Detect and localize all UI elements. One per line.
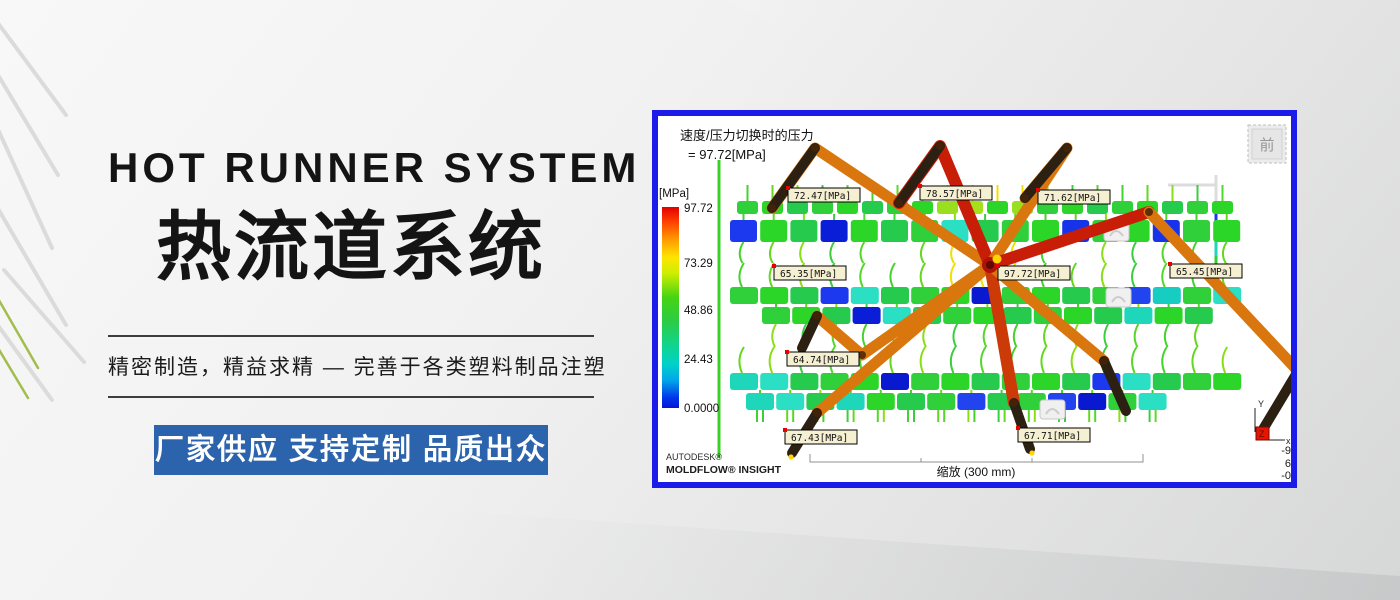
legend-tick: 0.0000 — [684, 403, 719, 415]
brand-autodesk: AUTODESK® — [666, 452, 722, 462]
svg-text:72.47[MPa]: 72.47[MPa] — [794, 191, 851, 202]
svg-text:65.35[MPa]: 65.35[MPa] — [780, 269, 837, 280]
pressure-probe-label: 78.57[MPa] — [918, 184, 993, 201]
pressure-probe-label: 64.74[MPa] — [785, 350, 860, 367]
edge-number: -0 — [1281, 470, 1291, 482]
svg-text:67.43[MPa]: 67.43[MPa] — [791, 433, 848, 444]
palm-leaf-decoration — [0, 22, 86, 402]
pressure-probe-label: 71.62[MPa] — [1036, 188, 1111, 205]
cta-button[interactable]: 厂家供应 支持定制 品质出众 — [154, 425, 548, 476]
svg-text:97.72[MPa]: 97.72[MPa] — [1004, 269, 1061, 280]
hero-text-block: HOT RUNNER SYSTEM 热流道系统 精密制造，精益求精 — 完善于各… — [108, 144, 641, 476]
brand-moldflow: MOLDFLOW® INSIGHT — [666, 464, 782, 476]
svg-text:71.62[MPa]: 71.62[MPa] — [1044, 193, 1101, 204]
scale-bar-label: 缩放 (300 mm) — [937, 464, 1016, 479]
front-view-stamp[interactable]: 前 — [1247, 124, 1287, 164]
legend-unit: [MPa] — [659, 188, 689, 200]
legend-tick: 48.86 — [684, 305, 713, 317]
axis-triad: Y x Z — [1254, 399, 1291, 446]
legend-tick: 73.29 — [684, 258, 713, 270]
legend-colorbar — [662, 207, 679, 408]
scale-bar — [809, 454, 1144, 463]
pressure-probe-label: 67.71[MPa] — [1016, 426, 1091, 443]
pressure-probe-label: 72.47[MPa] — [786, 186, 861, 203]
page-title-cn: 热流道系统 — [155, 205, 546, 290]
axis-y-label: Y — [1258, 399, 1264, 409]
simulation-canvas: 72.47[MPa] 78.57[MPa] 71.62[MPa] 65.35[MPa]… — [717, 140, 1291, 460]
edge-number: 6 — [1285, 458, 1291, 470]
plot-title-line2: = 97.72[MPa] — [688, 147, 766, 162]
page-title-en: HOT RUNNER SYSTEM — [108, 144, 641, 191]
edge-numbers: -9 6 -0 — [1281, 445, 1291, 482]
brand-block: AUTODESK® MOLDFLOW® INSIGHT — [666, 452, 782, 476]
legend-tick: 97.72 — [684, 203, 713, 215]
pressure-probe-label: 65.35[MPa] — [772, 264, 847, 281]
tagline: 精密制造，精益求精 — 完善于各类塑料制品注塑 — [108, 335, 605, 399]
moldflow-plot: 72.47[MPa] 78.57[MPa] 71.62[MPa] 65.35[MPa]… — [659, 124, 1291, 482]
pressure-probe-label: 97.72[MPa] — [996, 264, 1071, 281]
axis-z-label: Z — [1259, 429, 1265, 439]
legend-tick: 24.43 — [684, 354, 713, 366]
svg-text:65.45[MPa]: 65.45[MPa] — [1176, 267, 1233, 278]
svg-text:64.74[MPa]: 64.74[MPa] — [793, 355, 850, 366]
color-legend: [MPa] 97.72 73.29 48.86 24.43 0.0000 — [659, 188, 719, 415]
plot-title-line1: 速度/压力切换时的压力 — [680, 128, 814, 143]
pressure-probe-label: 65.45[MPa] — [1168, 262, 1243, 279]
moldflow-panel: 72.47[MPa] 78.57[MPa] 71.62[MPa] 65.35[MPa]… — [652, 110, 1297, 488]
edge-number: -9 — [1281, 445, 1291, 457]
axis-x-label: x — [1286, 436, 1291, 446]
pressure-probe-label: 67.43[MPa] — [783, 428, 858, 445]
svg-text:78.57[MPa]: 78.57[MPa] — [926, 189, 983, 200]
svg-text:67.71[MPa]: 67.71[MPa] — [1024, 431, 1081, 442]
front-view-stamp-label: 前 — [1259, 137, 1274, 154]
